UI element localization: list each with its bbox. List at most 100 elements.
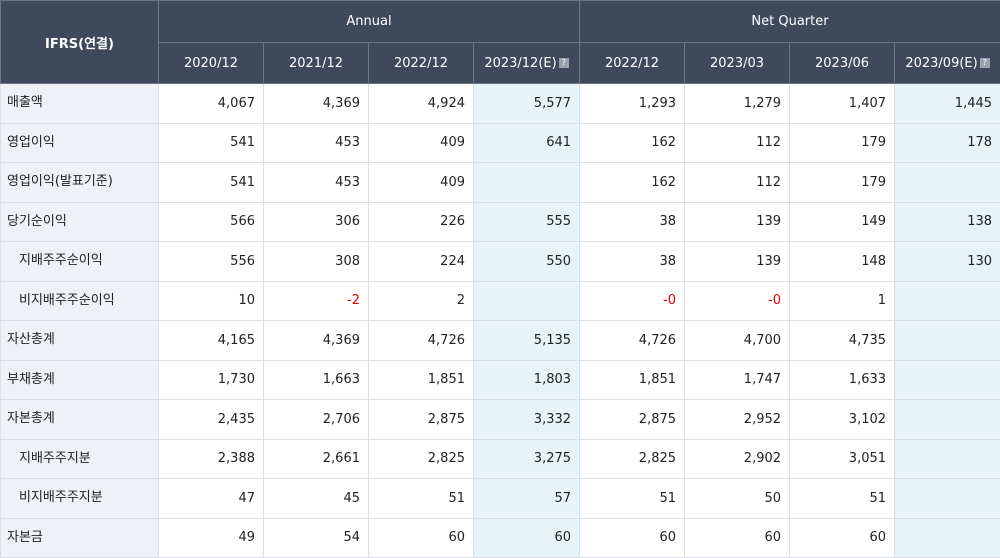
table-cell: 3,102	[790, 400, 895, 440]
annual-header: Annual	[159, 1, 580, 43]
table-cell: 2,388	[159, 439, 264, 479]
table-cell: 4,735	[790, 321, 895, 361]
row-label: 부채총계	[1, 360, 159, 400]
period-header: 2022/12	[369, 43, 474, 84]
row-label: 지배주주지분	[1, 439, 159, 479]
table-cell: 556	[159, 242, 264, 282]
period-header: 2023/09(E)?	[895, 43, 1000, 84]
table-cell: 179	[790, 123, 895, 163]
table-cell: 112	[685, 163, 790, 203]
table-cell	[895, 479, 1000, 519]
table-cell: 51	[369, 479, 474, 519]
table-cell: 148	[790, 242, 895, 282]
table-cell: 2	[369, 281, 474, 321]
table-cell: -0	[685, 281, 790, 321]
table-cell: -2	[264, 281, 369, 321]
table-cell: 224	[369, 242, 474, 282]
table-cell: 49	[159, 518, 264, 558]
table-cell	[895, 281, 1000, 321]
table-cell: 555	[474, 202, 580, 242]
table-cell: 139	[685, 202, 790, 242]
table-cell: 641	[474, 123, 580, 163]
table-cell: 226	[369, 202, 474, 242]
table-cell: 1,730	[159, 360, 264, 400]
table-cell: 60	[685, 518, 790, 558]
table-cell: 162	[580, 123, 685, 163]
table-cell: 1,663	[264, 360, 369, 400]
table-cell: 4,165	[159, 321, 264, 361]
row-label: 비지배주주지분	[1, 479, 159, 519]
help-icon[interactable]: ?	[559, 58, 569, 68]
table-cell: 2,902	[685, 439, 790, 479]
table-cell: 60	[474, 518, 580, 558]
table-cell: 1,851	[369, 360, 474, 400]
table-cell: 60	[369, 518, 474, 558]
table-cell: 3,332	[474, 400, 580, 440]
row-label: 자본총계	[1, 400, 159, 440]
row-label: 자본금	[1, 518, 159, 558]
row-label: 지배주주순이익	[1, 242, 159, 282]
table-cell: 51	[790, 479, 895, 519]
table-cell: 306	[264, 202, 369, 242]
table-cell: -0	[580, 281, 685, 321]
table-cell	[474, 281, 580, 321]
table-cell: 1,851	[580, 360, 685, 400]
table-cell: 3,275	[474, 439, 580, 479]
table-cell	[895, 439, 1000, 479]
table-cell: 50	[685, 479, 790, 519]
table-cell: 1,747	[685, 360, 790, 400]
table-cell: 1,279	[685, 84, 790, 124]
table-cell: 2,875	[580, 400, 685, 440]
row-label: 자산총계	[1, 321, 159, 361]
table-cell: 541	[159, 123, 264, 163]
table-cell: 1,633	[790, 360, 895, 400]
table-cell	[895, 163, 1000, 203]
table-cell: 57	[474, 479, 580, 519]
table-cell: 1,293	[580, 84, 685, 124]
table-cell: 139	[685, 242, 790, 282]
table-cell: 2,825	[369, 439, 474, 479]
table-cell	[895, 400, 1000, 440]
table-cell	[895, 360, 1000, 400]
table-cell: 3,051	[790, 439, 895, 479]
table-cell: 4,369	[264, 321, 369, 361]
table-cell: 162	[580, 163, 685, 203]
table-cell: 130	[895, 242, 1000, 282]
table-cell: 54	[264, 518, 369, 558]
table-cell: 4,700	[685, 321, 790, 361]
table-cell: 112	[685, 123, 790, 163]
period-header: 2020/12	[159, 43, 264, 84]
table-cell: 453	[264, 163, 369, 203]
table-cell	[474, 163, 580, 203]
table-cell: 38	[580, 242, 685, 282]
table-cell: 45	[264, 479, 369, 519]
table-cell: 1,445	[895, 84, 1000, 124]
table-cell: 4,726	[580, 321, 685, 361]
table-cell: 2,435	[159, 400, 264, 440]
table-cell: 4,726	[369, 321, 474, 361]
table-cell: 5,135	[474, 321, 580, 361]
table-cell: 566	[159, 202, 264, 242]
row-label: 당기순이익	[1, 202, 159, 242]
table-header: IFRS(연결) Annual Net Quarter 2020/12 2021…	[1, 1, 1000, 84]
table-cell: 2,825	[580, 439, 685, 479]
table-cell: 453	[264, 123, 369, 163]
table-cell: 178	[895, 123, 1000, 163]
row-label: 영업이익	[1, 123, 159, 163]
table-cell: 2,875	[369, 400, 474, 440]
period-header: 2023/12(E)?	[474, 43, 580, 84]
help-icon[interactable]: ?	[980, 58, 990, 68]
table-cell: 2,706	[264, 400, 369, 440]
